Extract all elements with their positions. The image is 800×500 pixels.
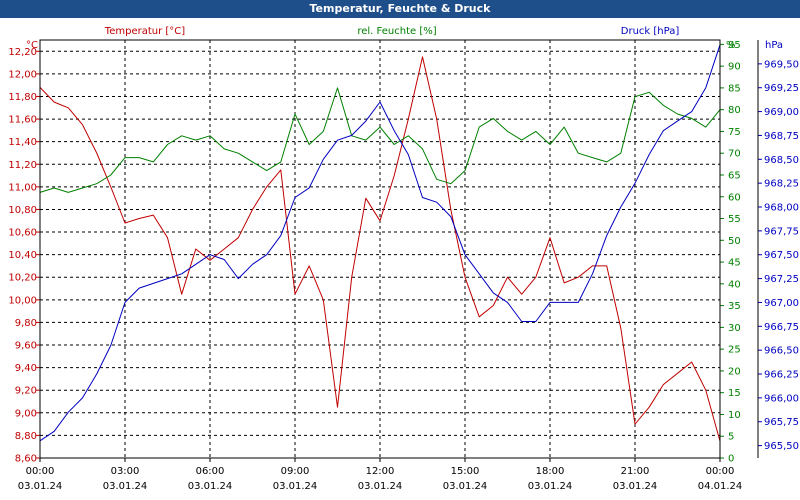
humidity-tick-label: 70 (728, 149, 741, 160)
pressure-tick-label: 969,25 (764, 83, 799, 94)
temperature-unit-label: °C (26, 40, 38, 51)
x-tick-date-label: 03.01.24 (528, 481, 573, 492)
pressure-tick-label: 967,50 (764, 250, 799, 261)
x-tick-date-label: 03.01.24 (188, 481, 233, 492)
humidity-tick-label: 40 (728, 279, 741, 290)
plot-frame (39, 39, 721, 459)
temperature-tick-label: 9,40 (15, 363, 37, 374)
temperature-series-line (39, 56, 721, 442)
pressure-tick-label: 965,75 (764, 417, 799, 428)
temperature-tick-label: 11,80 (8, 92, 37, 103)
temperature-tick-label: 10,20 (8, 273, 37, 284)
x-tick-time-label: 00:00 (26, 466, 55, 477)
pressure-unit-label: hPa (765, 40, 783, 51)
humidity-tick-label: 15 (728, 388, 741, 399)
humidity-series-line (39, 87, 721, 193)
humidity-tick-label: 5 (728, 432, 734, 443)
temperature-tick-label: 10,60 (8, 228, 37, 239)
humidity-tick-label: 20 (728, 366, 741, 377)
x-tick-time-label: 21:00 (621, 466, 650, 477)
pressure-tick-label: 967,25 (764, 274, 799, 285)
time-axis: 00:00 03.01.24 03:00 03.01.24 06:00 03.01.24 0… (18, 458, 743, 492)
humidity-unit-label: % (726, 40, 736, 51)
pressure-tick-label: 969,00 (764, 107, 799, 118)
humidity-tick-label: 35 (728, 301, 741, 312)
pressure-tick-label: 968,00 (764, 203, 799, 214)
pressure-tick-label: 966,25 (764, 370, 799, 381)
x-tick-time-label: 12:00 (366, 466, 395, 477)
temperature-tick-label: 12,00 (8, 69, 37, 80)
chart-title: Temperatur, Feuchte & Druck (0, 0, 800, 18)
temperature-tick-label: 8,80 (15, 431, 37, 442)
pressure-tick-label: 967,75 (764, 226, 799, 237)
temperature-tick-label: 10,80 (8, 205, 37, 216)
pressure-axis-title: Druck [hPa] (621, 26, 680, 37)
temperature-tick-label: 9,60 (15, 341, 37, 352)
pressure-tick-label: 968,25 (764, 179, 799, 190)
x-tick-time-label: 06:00 (196, 466, 225, 477)
pressure-tick-label: 969,50 (764, 59, 799, 70)
humidity-tick-label: 65 (728, 170, 741, 181)
pressure-tick-label: 968,75 (764, 131, 799, 142)
temperature-tick-label: 11,20 (8, 160, 37, 171)
humidity-tick-label: 10 (728, 410, 741, 421)
x-tick-date-label: 03.01.24 (443, 481, 488, 492)
temperature-tick-label: 10,40 (8, 250, 37, 261)
temperature-tick-label: 12,20 (8, 47, 37, 58)
data-lines (39, 44, 721, 442)
pressure-series-line (39, 44, 721, 442)
x-tick-date-label: 03.01.24 (273, 481, 318, 492)
humidity-axis-title: rel. Feuchte [%] (357, 26, 436, 37)
pressure-tick-label: 967,00 (764, 298, 799, 309)
temperature-tick-label: 11,60 (8, 115, 37, 126)
humidity-tick-label: 0 (728, 454, 734, 465)
pressure-axis: 965,50 965,75 966,00 966,25 966,50 966,75 967,… (758, 59, 799, 452)
pressure-tick-label: 966,50 (764, 346, 799, 357)
humidity-tick-label: 50 (728, 236, 741, 247)
x-tick-time-label: 09:00 (281, 466, 310, 477)
x-tick-time-label: 18:00 (536, 466, 565, 477)
humidity-tick-label: 90 (728, 62, 741, 73)
chart-area: Temperatur [°C] rel. Feuchte [%] Druck [… (8, 26, 799, 492)
temperature-tick-label: 11,00 (8, 182, 37, 193)
temperature-tick-label: 9,20 (15, 386, 37, 397)
humidity-tick-label: 45 (728, 258, 741, 269)
x-tick-date-label: 04.01.24 (698, 481, 743, 492)
temperature-axis-title: Temperatur [°C] (104, 26, 185, 37)
temperature-tick-label: 8,60 (15, 454, 37, 465)
x-tick-date-label: 03.01.24 (358, 481, 403, 492)
grid-lines (40, 40, 720, 458)
pressure-tick-label: 966,00 (764, 393, 799, 404)
temperature-axis: 8,60 8,80 9,00 9,20 9,40 9,60 9,80 10,00 10,20 10… (8, 47, 40, 465)
humidity-tick-label: 60 (728, 192, 741, 203)
humidity-tick-label: 25 (728, 345, 741, 356)
pressure-tick-label: 965,50 (764, 441, 799, 452)
x-tick-time-label: 03:00 (111, 466, 140, 477)
x-tick-date-label: 03.01.24 (103, 481, 148, 492)
pressure-tick-label: 968,50 (764, 155, 799, 166)
x-tick-date-label: 03.01.24 (613, 481, 658, 492)
humidity-tick-label: 85 (728, 83, 741, 94)
humidity-tick-label: 55 (728, 214, 741, 225)
temperature-tick-label: 9,00 (15, 408, 37, 419)
humidity-tick-label: 30 (728, 323, 741, 334)
x-tick-time-label: 00:00 (706, 466, 735, 477)
humidity-tick-label: 95 (728, 40, 741, 51)
humidity-tick-label: 80 (728, 105, 741, 116)
temperature-tick-label: 9,80 (15, 318, 37, 329)
temperature-tick-label: 10,00 (8, 295, 37, 306)
x-tick-time-label: 15:00 (451, 466, 480, 477)
x-tick-date-label: 03.01.24 (18, 481, 63, 492)
temperature-tick-label: 11,40 (8, 137, 37, 148)
humidity-tick-label: 75 (728, 127, 741, 138)
humidity-axis: 0 5 10 15 20 25 30 35 40 45 50 55 60 65 70 75 80 85 90 95 (720, 40, 741, 465)
pressure-tick-label: 966,75 (764, 322, 799, 333)
